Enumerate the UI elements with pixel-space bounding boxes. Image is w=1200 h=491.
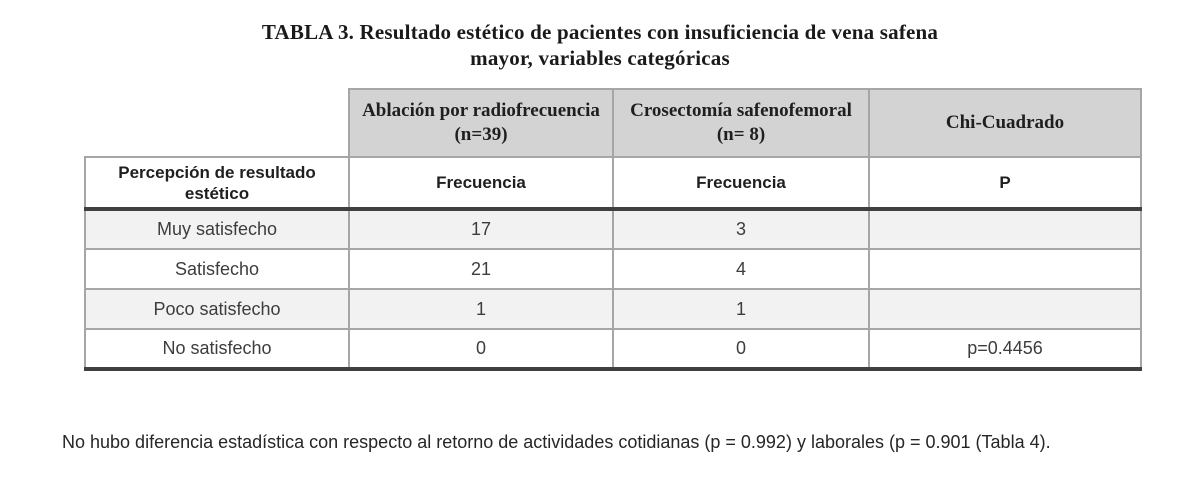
- p-value: [868, 208, 1142, 250]
- rf-frequency-value: 1: [348, 288, 614, 330]
- rf-frequency-value: 21: [348, 248, 614, 290]
- p-value: p=0.4456: [868, 328, 1142, 371]
- p-value: [868, 248, 1142, 290]
- table-row: Poco satisfecho 1 1: [84, 288, 1142, 330]
- table-row: Muy satisfecho 17 3: [84, 208, 1142, 250]
- table-title: TABLA 3. Resultado estético de pacientes…: [0, 19, 1200, 71]
- cross-frequency-value: 3: [612, 208, 870, 250]
- group-header-row: Ablación por radiofrecuencia (n=39) Cros…: [85, 88, 1142, 158]
- subheader-p: P: [868, 156, 1142, 211]
- table-title-line2: mayor, variables categóricas: [470, 46, 730, 70]
- footnote-text: No hubo diferencia estadística con respe…: [62, 432, 1051, 452]
- header-rf-ablation: Ablación por radiofrecuencia (n=39): [348, 88, 614, 158]
- corner-empty-cell: [85, 89, 349, 157]
- table-row: No satisfecho 0 0 p=0.4456: [84, 328, 1142, 371]
- cross-frequency-value: 0: [612, 328, 870, 371]
- row-label: No satisfecho: [84, 328, 350, 371]
- row-label: Muy satisfecho: [84, 208, 350, 250]
- p-value: [868, 288, 1142, 330]
- cross-frequency-value: 1: [612, 288, 870, 330]
- header-crossectomy: Crosectomía safenofemoral (n= 8): [612, 88, 870, 158]
- table-title-line1: TABLA 3. Resultado estético de pacientes…: [261, 20, 939, 44]
- results-table: Ablación por radiofrecuencia (n=39) Cros…: [84, 88, 1142, 371]
- row-label: Poco satisfecho: [84, 288, 350, 330]
- rf-frequency-value: 0: [348, 328, 614, 371]
- header-chi-square: Chi-Cuadrado: [868, 88, 1142, 158]
- subheader-perception: Percepción de resultado estético: [84, 156, 350, 211]
- row-label: Satisfecho: [84, 248, 350, 290]
- subheader-frequency-cross: Frecuencia: [612, 156, 870, 211]
- subheader-frequency-rf: Frecuencia: [348, 156, 614, 211]
- rf-frequency-value: 17: [348, 208, 614, 250]
- sub-header-row: Percepción de resultado estético Frecuen…: [84, 156, 1142, 211]
- cross-frequency-value: 4: [612, 248, 870, 290]
- table-row: Satisfecho 21 4: [84, 248, 1142, 290]
